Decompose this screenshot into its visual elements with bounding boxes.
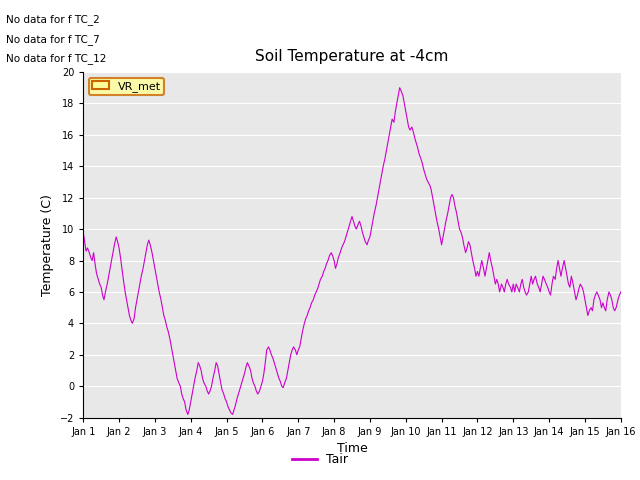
Title: Soil Temperature at -4cm: Soil Temperature at -4cm <box>255 49 449 64</box>
Text: No data for f TC_2: No data for f TC_2 <box>6 14 100 25</box>
Text: No data for f TC_7: No data for f TC_7 <box>6 34 100 45</box>
Legend: Tair: Tair <box>287 448 353 471</box>
X-axis label: Time: Time <box>337 442 367 455</box>
Y-axis label: Temperature (C): Temperature (C) <box>41 194 54 296</box>
Text: No data for f TC_12: No data for f TC_12 <box>6 53 107 64</box>
Legend: VR_met: VR_met <box>89 78 164 95</box>
